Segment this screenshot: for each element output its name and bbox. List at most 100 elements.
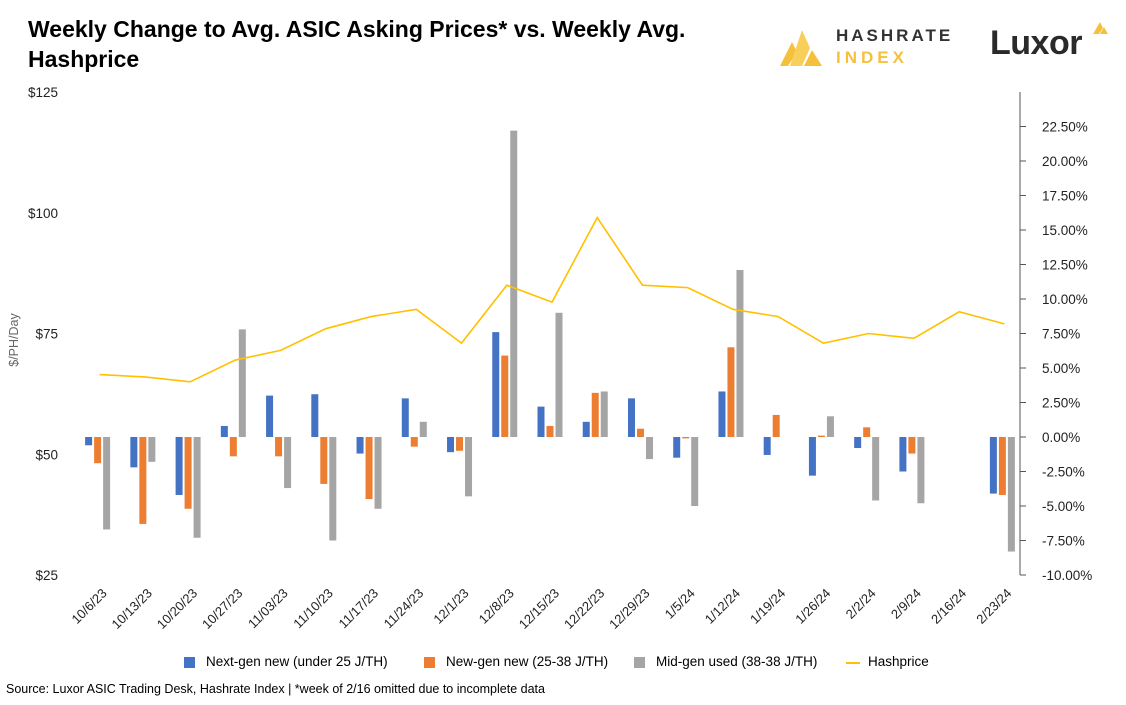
legend-label-mid-gen: Mid-gen used (38-38 J/TH): [656, 654, 818, 669]
bar-new-gen: [817, 435, 825, 437]
hashrate-index-logo-line1: HASHRATE: [836, 26, 954, 45]
x-tick-label: 10/13/23: [109, 586, 155, 632]
left-tick-label: $75: [35, 327, 58, 342]
bar-next-gen: [718, 391, 726, 437]
x-tick-label: 2/23/24: [973, 586, 1014, 627]
x-tick-label: 1/26/24: [792, 586, 833, 627]
right-tick-label: -2.50%: [1042, 465, 1085, 480]
x-tick-label: 2/16/24: [928, 586, 969, 627]
legend-swatch-next-gen: [184, 657, 195, 668]
bar-new-gen: [998, 437, 1006, 495]
bar-mid-gen: [736, 270, 744, 437]
hashrate-index-logo-line2: INDEX: [836, 48, 908, 67]
bar-mid-gen: [329, 437, 337, 541]
bar-next-gen: [447, 437, 455, 453]
bar-mid-gen: [510, 130, 518, 437]
left-tick-label: $50: [35, 447, 58, 462]
bar-mid-gen: [103, 437, 111, 530]
bar-new-gen: [229, 437, 237, 457]
bar-next-gen: [401, 398, 409, 437]
chart-axes: [1019, 92, 1026, 576]
bar-new-gen: [682, 437, 690, 439]
bar-mid-gen: [691, 437, 699, 506]
right-tick-label: 12.50%: [1042, 258, 1088, 273]
bar-next-gen: [311, 394, 319, 437]
bar-new-gen: [365, 437, 373, 500]
x-tick-label: 11/03/23: [245, 586, 291, 632]
x-tick-label: 2/9/24: [888, 586, 924, 622]
source-note: Source: Luxor ASIC Trading Desk, Hashrat…: [6, 682, 545, 696]
bar-next-gen: [763, 437, 771, 455]
bar-next-gen: [808, 437, 816, 476]
right-tick-label: 17.50%: [1042, 189, 1088, 204]
bar-next-gen: [673, 437, 681, 458]
bar-next-gen: [492, 332, 500, 437]
luxor-logo: Luxor: [990, 24, 1082, 62]
left-tick-label: $25: [35, 568, 58, 583]
bar-mid-gen: [193, 437, 201, 538]
bar-new-gen: [591, 392, 599, 437]
right-tick-label: 7.50%: [1042, 327, 1080, 342]
hashprice-line: [99, 216, 1005, 383]
bar-new-gen: [456, 437, 464, 451]
right-tick-label: -7.50%: [1042, 534, 1085, 549]
chart-bars: [85, 130, 1015, 552]
bar-next-gen: [582, 421, 590, 437]
bar-next-gen: [854, 437, 862, 449]
legend-label-next-gen: Next-gen new (under 25 J/TH): [206, 654, 388, 669]
bar-new-gen: [184, 437, 192, 509]
x-tick-label: 1/5/24: [662, 586, 698, 622]
bar-next-gen: [899, 437, 907, 472]
right-tick-label: 15.00%: [1042, 223, 1088, 238]
bar-next-gen: [266, 395, 274, 437]
left-tick-label: $125: [28, 85, 58, 100]
right-tick-label: 10.00%: [1042, 292, 1088, 307]
x-tick-label: 12/15/23: [516, 586, 562, 632]
bar-mid-gen: [555, 312, 563, 437]
bar-mid-gen: [1007, 437, 1015, 552]
bar-next-gen: [130, 437, 138, 468]
bar-new-gen: [501, 355, 509, 437]
right-tick-label: 5.00%: [1042, 361, 1080, 376]
x-tick-label: 12/8/23: [476, 586, 517, 627]
bar-new-gen: [546, 425, 554, 437]
x-tick-label: 11/17/23: [335, 586, 381, 632]
bar-new-gen: [275, 437, 283, 457]
bar-next-gen: [220, 425, 228, 437]
bar-next-gen: [627, 398, 635, 437]
x-tick-label: 12/22/23: [561, 586, 607, 632]
right-tick-label: -10.00%: [1042, 568, 1092, 583]
hashrate-index-logo-icon: [780, 30, 822, 66]
chart-labels: $25 $50 $75 $100 $125 -10.00% -7.50% -5.00% -2.5…: [7, 85, 1092, 632]
chart-line: [99, 216, 1005, 383]
x-tick-label: 10/6/23: [68, 586, 109, 627]
legend-label-new-gen: New-gen new (25-38 J/TH): [446, 654, 609, 669]
bar-mid-gen: [826, 416, 834, 437]
left-tick-label: $100: [28, 206, 58, 221]
bar-mid-gen: [645, 437, 653, 460]
right-tick-label: -5.00%: [1042, 499, 1085, 514]
bar-new-gen: [908, 437, 916, 454]
bar-mid-gen: [374, 437, 382, 509]
right-tick-label: 20.00%: [1042, 154, 1088, 169]
bar-mid-gen: [419, 421, 427, 437]
bar-new-gen: [410, 437, 418, 447]
x-tick-label: 10/20/23: [154, 586, 200, 632]
legend-swatch-new-gen: [424, 657, 435, 668]
x-tick-label: 1/19/24: [747, 586, 788, 627]
y-axis-label: $/PH/Day: [7, 313, 21, 367]
chart-title: Weekly Change to Avg. ASIC Asking Prices…: [28, 16, 686, 72]
legend-label-hashprice: Hashprice: [868, 654, 929, 669]
right-tick-label: 0.00%: [1042, 430, 1080, 445]
bar-new-gen: [636, 428, 644, 437]
x-tick-label: 12/29/23: [606, 586, 652, 632]
bar-new-gen: [772, 414, 780, 437]
bar-new-gen: [863, 427, 871, 437]
bar-next-gen: [989, 437, 997, 494]
right-tick-label: 22.50%: [1042, 120, 1088, 135]
x-tick-label: 11/10/23: [290, 586, 336, 632]
bar-next-gen: [537, 406, 545, 437]
x-tick-label: 11/24/23: [381, 586, 427, 632]
bar-new-gen: [94, 437, 102, 464]
